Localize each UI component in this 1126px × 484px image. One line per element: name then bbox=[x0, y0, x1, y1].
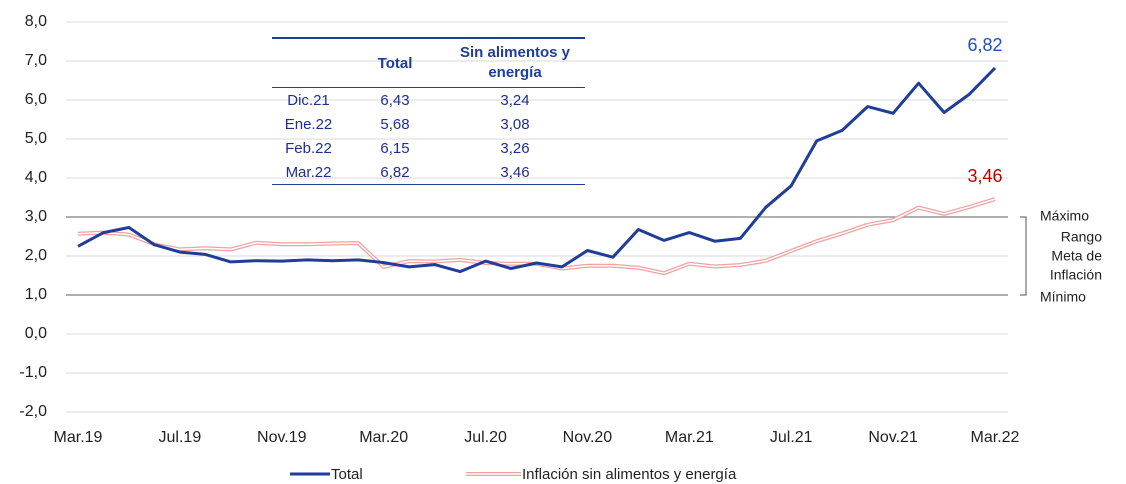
table-cell: 3,26 bbox=[500, 139, 530, 157]
x-tick-label: Jul.20 bbox=[464, 429, 507, 446]
table-row: Ene.22 5,68 3,08 bbox=[272, 112, 585, 136]
y-tick-label: 3,0 bbox=[25, 208, 47, 225]
y-tick-label: 4,0 bbox=[25, 169, 47, 186]
data-label: 6,82 bbox=[967, 35, 1002, 55]
range-label: Meta de bbox=[1051, 248, 1102, 264]
series-line bbox=[77, 66, 997, 274]
table-row: Feb.22 6,15 3,26 bbox=[272, 136, 585, 160]
x-tick-label: Mar.19 bbox=[54, 429, 103, 446]
x-tick-label: Jul.19 bbox=[159, 429, 202, 446]
x-tick-label: Jul.21 bbox=[770, 429, 813, 446]
y-tick-label: 0,0 bbox=[25, 325, 47, 342]
table-row: Mar.22 6,82 3,46 bbox=[272, 160, 585, 185]
x-tick-label: Mar.20 bbox=[359, 429, 408, 446]
range-label: Rango bbox=[1061, 229, 1102, 245]
x-tick-label: Mar.22 bbox=[971, 429, 1020, 446]
table-row: Dic.21 6,43 3,24 bbox=[272, 88, 585, 113]
table-header-cell: Total bbox=[345, 38, 445, 88]
y-tick-label: -1,0 bbox=[19, 364, 47, 381]
range-min-label: Mínimo bbox=[1040, 289, 1086, 305]
y-tick-label: 5,0 bbox=[25, 130, 47, 147]
legend-label: Inflación sin alimentos y energía bbox=[522, 466, 737, 483]
table-cell: Feb.22 bbox=[285, 139, 332, 157]
range-label: Inflación bbox=[1050, 267, 1102, 283]
y-tick-label: -2,0 bbox=[19, 403, 47, 420]
range-max-label: Máximo bbox=[1040, 208, 1089, 224]
x-tick-label: Mar.21 bbox=[665, 429, 714, 446]
table-cell: Ene.22 bbox=[284, 115, 333, 133]
y-tick-label: 1,0 bbox=[25, 286, 47, 303]
table-cell: 6,82 bbox=[345, 160, 445, 185]
legend-label: Total bbox=[331, 466, 363, 483]
x-tick-label: Nov.21 bbox=[868, 429, 918, 446]
range-bracket bbox=[1020, 216, 1027, 296]
y-tick-label: 2,0 bbox=[25, 247, 47, 264]
table-cell: 5,68 bbox=[380, 115, 410, 133]
table-header-cell: Sin alimentos y energía bbox=[445, 38, 585, 88]
table-cell: Mar.22 bbox=[272, 160, 345, 185]
table-cell: 3,08 bbox=[500, 115, 530, 133]
table-cell: 3,24 bbox=[500, 91, 530, 109]
x-tick-label: Nov.20 bbox=[563, 429, 613, 446]
y-tick-label: 7,0 bbox=[25, 52, 47, 69]
x-tick-label: Nov.19 bbox=[257, 429, 307, 446]
y-tick-label: 6,0 bbox=[25, 91, 47, 108]
table-cell: 3,46 bbox=[445, 160, 585, 185]
y-tick-label: 8,0 bbox=[25, 13, 47, 30]
table-cell: 6,15 bbox=[380, 139, 410, 157]
table-header: Total Sin alimentos y energía bbox=[272, 38, 585, 88]
data-label: 3,46 bbox=[967, 166, 1002, 186]
table-cell: 6,43 bbox=[380, 91, 410, 109]
table-cell: Dic.21 bbox=[287, 91, 330, 109]
summary-table: Total Sin alimentos y energía Dic.21 6,43… bbox=[272, 37, 585, 185]
